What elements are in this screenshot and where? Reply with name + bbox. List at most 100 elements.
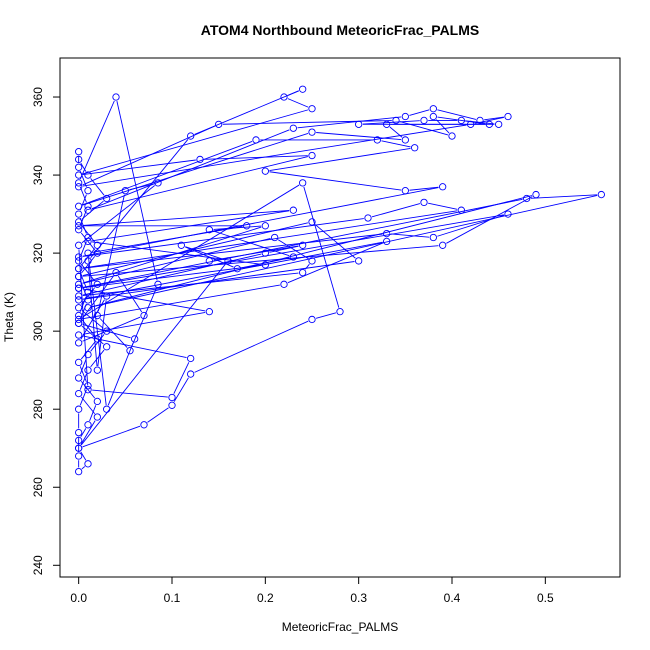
series-line-segment xyxy=(297,116,402,129)
series-line-segment xyxy=(117,275,143,313)
series-line-segment xyxy=(204,155,308,160)
data-point xyxy=(75,467,83,476)
data-point xyxy=(523,194,531,203)
series-line-segment xyxy=(173,377,189,402)
data-point xyxy=(103,343,111,351)
data-point xyxy=(401,187,409,195)
data-layer xyxy=(75,85,605,476)
series-line-segment xyxy=(409,109,430,116)
data-point xyxy=(429,233,437,242)
data-point xyxy=(84,187,92,195)
series-line-segment xyxy=(314,224,356,259)
x-tick-label: 0.5 xyxy=(537,591,554,605)
data-point xyxy=(299,241,307,249)
series-line-segment xyxy=(82,241,383,300)
series-line-segment xyxy=(79,366,87,383)
data-point xyxy=(271,233,279,242)
series-line-segment xyxy=(530,194,598,199)
data-point xyxy=(429,105,437,113)
series-line-segment xyxy=(287,242,383,284)
series-line-segment xyxy=(80,224,96,243)
data-point xyxy=(112,93,120,101)
series-line-segment xyxy=(82,184,300,318)
data-point xyxy=(261,261,269,269)
data-point xyxy=(84,257,92,265)
data-point xyxy=(93,397,101,406)
y-tick-label: 300 xyxy=(31,321,45,341)
series-line-segment xyxy=(92,389,168,398)
series-line-segment xyxy=(91,156,309,210)
data-point xyxy=(476,116,484,125)
series-line-segment xyxy=(82,261,355,300)
series-line-segment xyxy=(81,466,86,470)
series-line-segment xyxy=(90,178,105,196)
data-point xyxy=(168,393,176,402)
data-point xyxy=(84,233,92,242)
series-line-segment xyxy=(304,263,310,270)
series-line-segment xyxy=(82,238,271,284)
series-line-segment xyxy=(80,263,226,446)
data-point xyxy=(457,206,465,214)
data-point xyxy=(154,179,162,187)
data-point xyxy=(75,319,83,328)
series-line-segment xyxy=(277,239,309,260)
data-point xyxy=(112,268,120,277)
data-point xyxy=(121,187,129,195)
data-point xyxy=(75,171,83,179)
series-line-segment xyxy=(428,202,458,210)
data-point xyxy=(93,366,101,374)
series-line-segment xyxy=(82,124,467,187)
data-point xyxy=(401,136,409,144)
series-line-segment xyxy=(446,196,533,244)
data-point xyxy=(299,268,307,277)
data-point xyxy=(84,171,92,179)
data-point xyxy=(168,401,176,409)
data-point xyxy=(75,428,83,437)
data-point xyxy=(597,190,605,199)
data-point xyxy=(308,128,316,136)
data-point xyxy=(299,179,307,187)
data-point xyxy=(75,272,83,281)
series-line-segment xyxy=(82,140,253,206)
data-point xyxy=(308,315,316,324)
data-point xyxy=(84,304,92,312)
data-point xyxy=(140,311,148,320)
series-line-segment xyxy=(88,257,107,406)
series-line-segment xyxy=(173,362,190,394)
data-point xyxy=(336,307,344,316)
data-point xyxy=(93,335,101,343)
y-tick-label: 360 xyxy=(31,87,45,107)
series-line-segment xyxy=(316,132,402,141)
series-line-segment xyxy=(80,232,96,251)
data-point xyxy=(504,112,512,121)
y-axis: 240 260 280 300 320 340 360 xyxy=(31,87,61,575)
y-tick-label: 320 xyxy=(31,243,45,263)
series-line-segment xyxy=(89,405,97,422)
series-line-segment xyxy=(82,210,290,226)
data-point xyxy=(383,237,391,246)
x-axis: 0.0 0.1 0.2 0.3 0.4 0.5 xyxy=(70,576,554,605)
series-line-segment xyxy=(185,246,234,268)
data-point xyxy=(75,280,83,288)
data-point xyxy=(75,339,83,347)
data-point xyxy=(75,389,83,398)
series-line-segment xyxy=(80,428,87,438)
data-point xyxy=(392,116,400,125)
data-point xyxy=(75,405,83,413)
data-point xyxy=(261,222,269,230)
data-point xyxy=(75,241,83,249)
series-line-segment xyxy=(80,451,87,461)
series-line-segment xyxy=(80,380,96,399)
data-point xyxy=(154,280,162,288)
series-line-segment xyxy=(82,125,216,186)
data-point xyxy=(75,374,83,382)
data-point xyxy=(75,257,83,265)
data-point xyxy=(84,386,92,394)
series-line-segment xyxy=(222,120,392,125)
series-line-segment xyxy=(381,140,411,148)
data-point xyxy=(439,183,447,191)
data-point xyxy=(448,132,456,140)
data-point xyxy=(308,151,316,160)
series-line-segment xyxy=(241,257,290,269)
